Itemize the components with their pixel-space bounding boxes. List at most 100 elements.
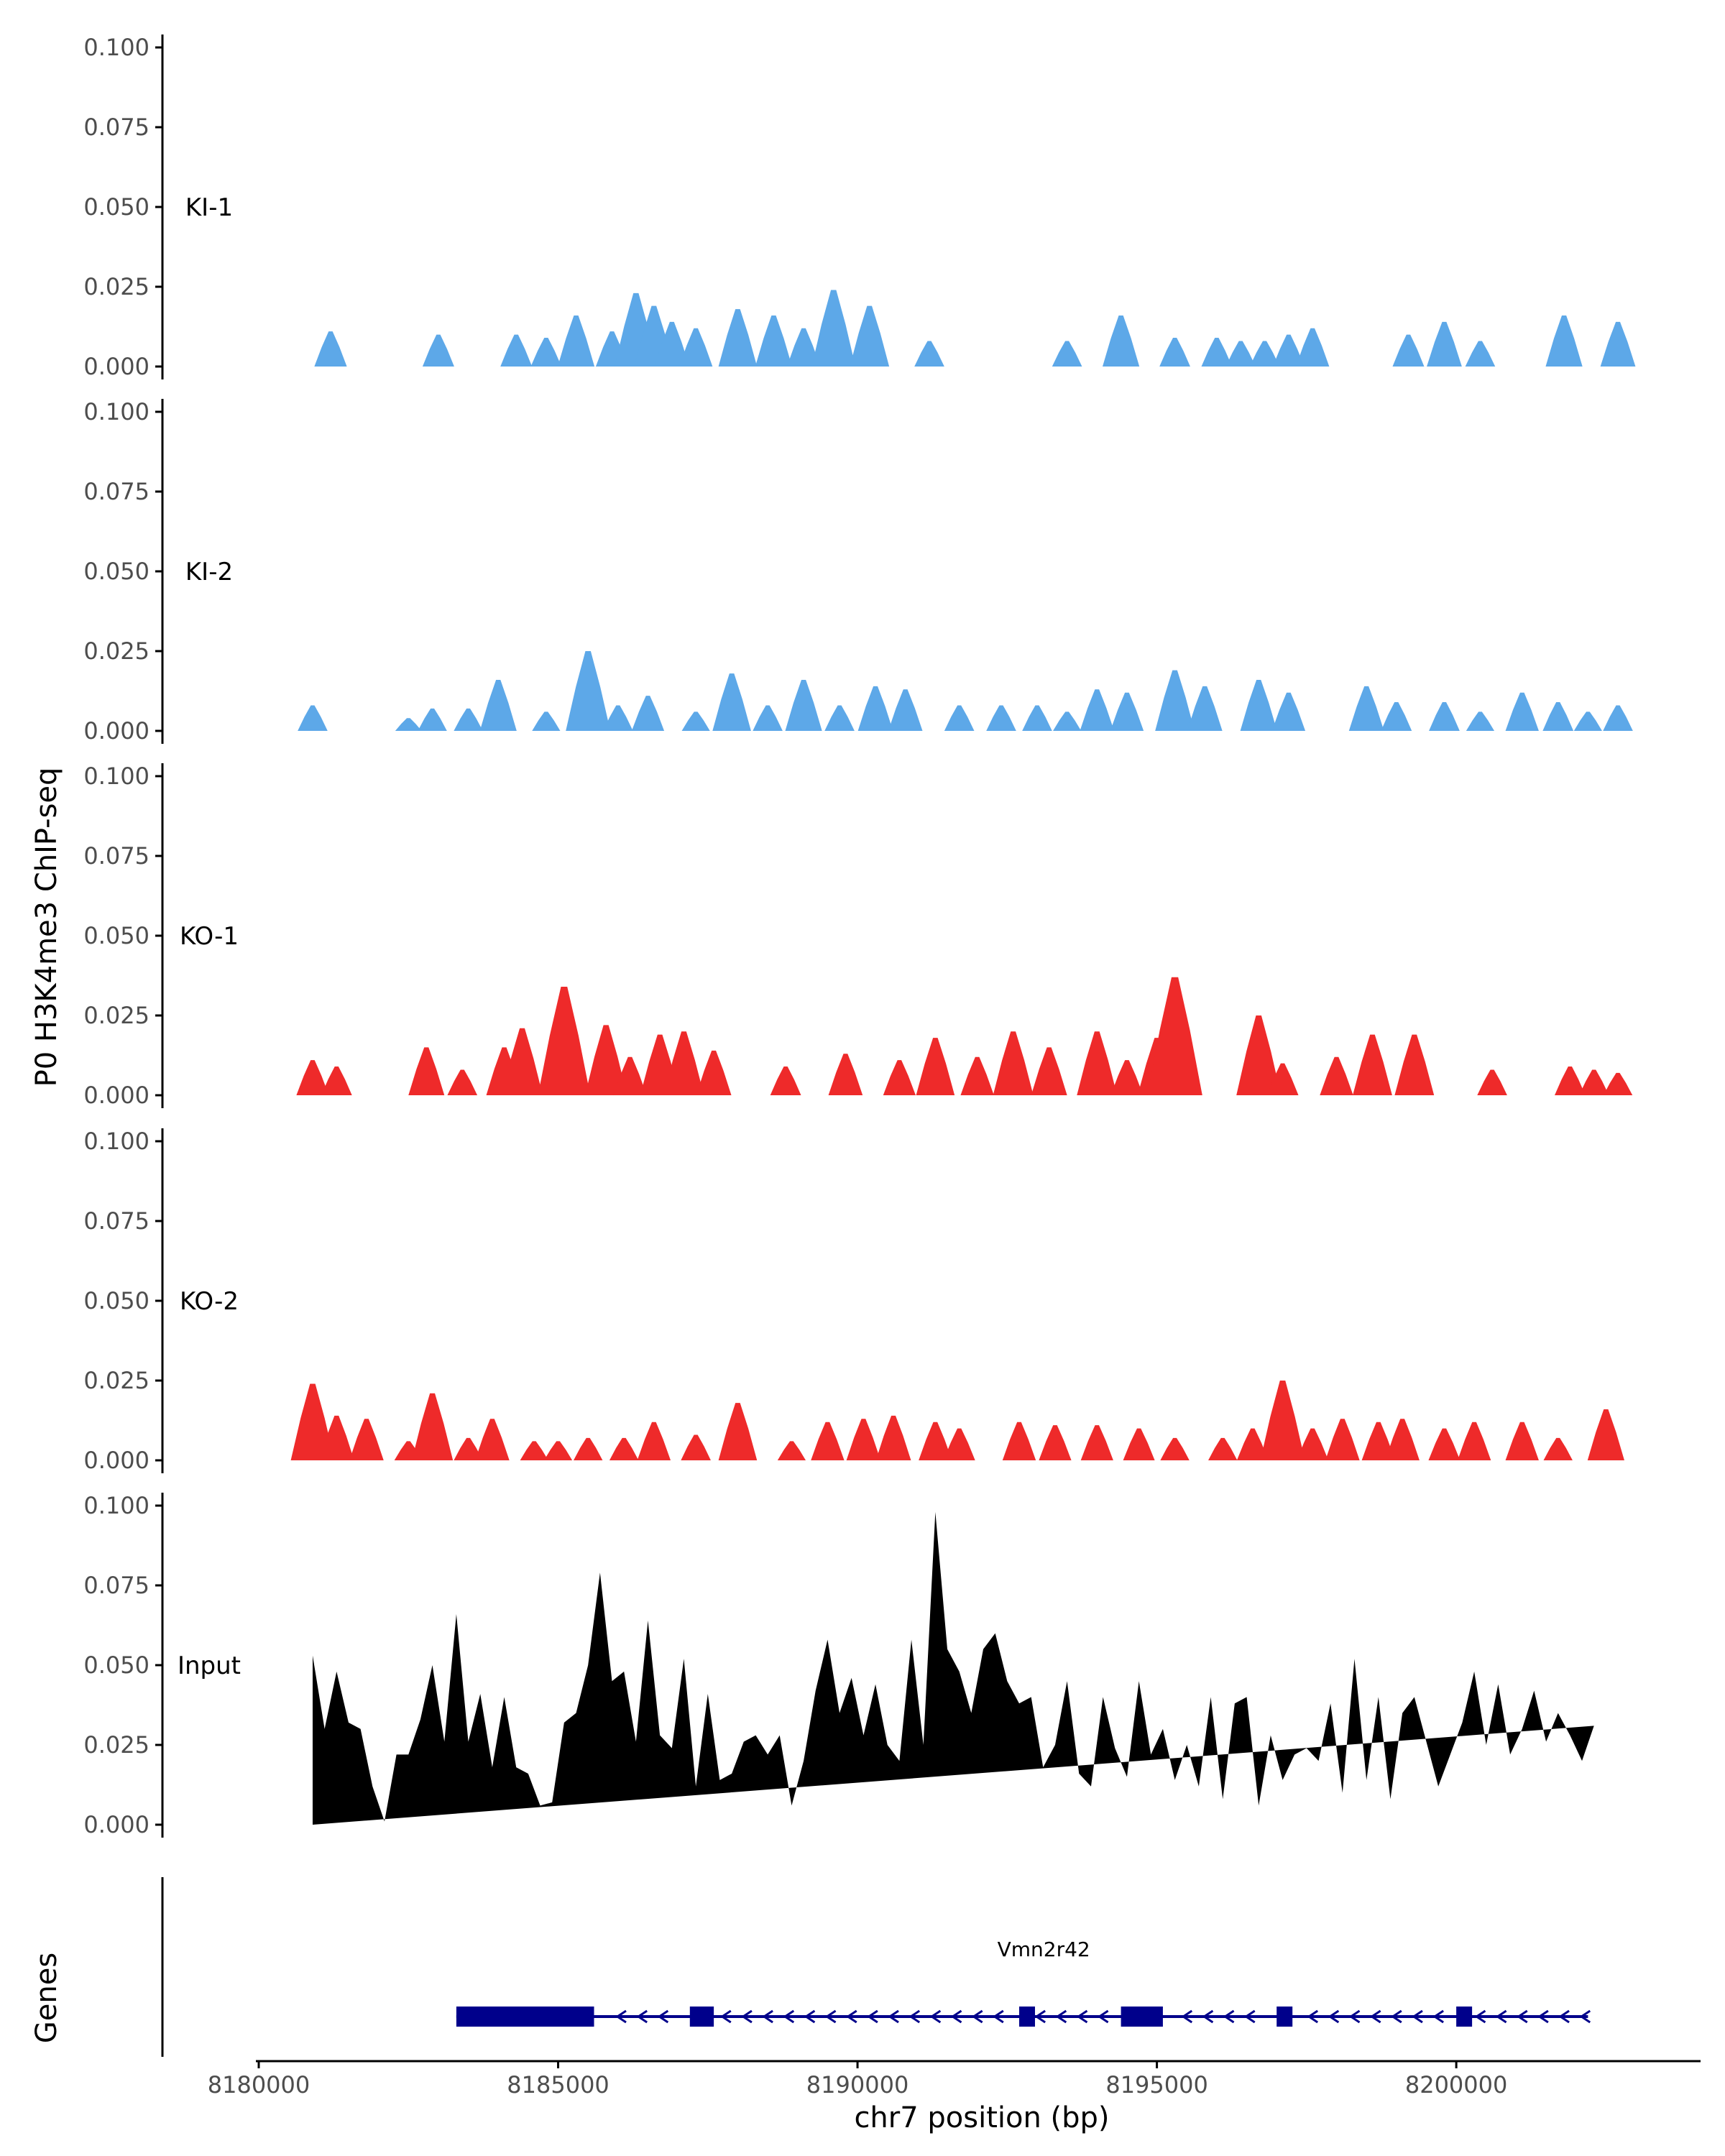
coverage-peak <box>1236 1015 1282 1095</box>
coverage-peak <box>1077 1031 1118 1095</box>
coverage-peak <box>1505 1422 1539 1460</box>
coverage-peak <box>943 1428 975 1460</box>
coverage-peak <box>1603 1072 1633 1095</box>
coverage-peak <box>1147 977 1202 1095</box>
coverage-peak <box>500 334 533 367</box>
coverage-peak <box>1465 341 1496 367</box>
strand-arrow-icon <box>720 2009 732 2024</box>
track-label: Input <box>178 1651 241 1680</box>
y-tick-label: 0.025 <box>83 1367 150 1394</box>
strand-arrow-icon <box>824 2009 837 2024</box>
y-tick-label: 0.075 <box>83 1207 150 1235</box>
x-axis: 8180000 8185000 8190000 8195000 8200000 <box>208 2060 1701 2099</box>
track-label: KO-2 <box>180 1287 239 1316</box>
strand-arrow-icon <box>1474 2009 1486 2024</box>
coverage-peak <box>696 1050 732 1095</box>
y-tick-label: 0.025 <box>83 1002 150 1029</box>
y-tick-label: 0.100 <box>83 398 150 425</box>
coverage-peak <box>888 689 923 731</box>
strand-arrow-icon <box>846 2009 857 2024</box>
strand-arrow-icon <box>1076 2009 1088 2024</box>
coverage-peak <box>1573 711 1602 731</box>
coverage-peak <box>609 1437 639 1460</box>
coverage-peak <box>663 1031 704 1095</box>
coverage-peak <box>919 1422 952 1460</box>
coverage-peak <box>1260 1381 1305 1460</box>
coverage-peak <box>566 651 611 731</box>
coverage-peak <box>1392 334 1425 367</box>
coverage-peak <box>349 1419 384 1460</box>
coverage-peak <box>314 331 347 367</box>
coverage-peak <box>584 1025 627 1095</box>
coverage-peak <box>944 705 975 731</box>
strand-arrow-icon <box>1369 2009 1381 2024</box>
coverage-peak <box>1272 334 1305 367</box>
coverage-peak <box>1249 341 1280 367</box>
coverage-peak <box>1361 1422 1396 1460</box>
coverage-peak <box>1103 315 1140 367</box>
strand-arrow-icon <box>657 2009 669 2024</box>
coverage-peak <box>1295 328 1330 367</box>
coverage-peak <box>824 705 855 731</box>
coverage-peak <box>1201 338 1233 367</box>
coverage-peak <box>712 673 751 731</box>
gene-exon <box>1121 2007 1163 2027</box>
coverage-peak <box>1457 1422 1491 1460</box>
coverage-peak <box>1353 1034 1392 1095</box>
coverage-peak <box>1053 711 1082 731</box>
coverage-peak <box>408 1047 445 1095</box>
coverage-peak <box>777 1441 806 1460</box>
coverage-peak <box>1320 1056 1353 1095</box>
x-tick-label: 8200000 <box>1405 2071 1508 2099</box>
coverage-peak <box>914 341 944 367</box>
coverage-peak <box>1427 321 1462 367</box>
strand-arrow-icon <box>1181 2009 1193 2024</box>
strand-arrow-icon <box>1307 2009 1319 2024</box>
genes-axis-label: Genes <box>30 1953 63 2043</box>
coverage-peak <box>543 1441 573 1460</box>
coverage-peak <box>603 705 633 731</box>
coverage-peak <box>678 328 713 367</box>
coverage-peak <box>1236 1428 1269 1460</box>
coverage-peak <box>418 708 447 731</box>
y-tick-label: 0.100 <box>83 1128 150 1155</box>
coverage-peak <box>637 1422 671 1460</box>
coverage-peak <box>557 315 595 367</box>
y-tick-label: 0.100 <box>83 763 150 790</box>
coverage-peak <box>1325 1419 1360 1460</box>
coverage-peak <box>1110 1060 1144 1095</box>
strand-arrow-icon <box>1517 2009 1528 2024</box>
coverage-peak <box>828 1054 863 1095</box>
track-panel-ko-2: 0.000 0.025 0.050 0.075 0.100 KO-2 <box>83 1128 1624 1474</box>
coverage-peak <box>1240 679 1277 731</box>
coverage-peak <box>986 705 1016 731</box>
coverage-peak <box>520 1441 548 1460</box>
x-tick-label: 8185000 <box>507 2071 610 2099</box>
y-tick-label: 0.050 <box>83 1287 150 1314</box>
coverage-peak <box>811 1422 845 1460</box>
x-tick-label: 8180000 <box>208 2071 310 2099</box>
track-label: KI-2 <box>185 558 233 586</box>
y-tick-label: 0.025 <box>83 637 150 665</box>
coverage-peak <box>422 334 454 367</box>
coverage-peak <box>785 679 822 731</box>
strand-arrow-icon <box>1223 2009 1235 2024</box>
gene-exon <box>1456 2007 1473 2027</box>
y-tick-label: 0.050 <box>83 1651 150 1679</box>
coverage-peak <box>654 321 690 367</box>
strand-arrow-icon <box>762 2009 773 2024</box>
coverage-peak <box>1052 341 1082 367</box>
coverage-peak <box>857 686 893 731</box>
x-axis-label: chr7 position (bp) <box>854 2101 1109 2134</box>
coverage-peak <box>1542 702 1574 731</box>
coverage-peak <box>1385 1419 1420 1460</box>
coverage-peak <box>875 1415 911 1460</box>
coverage-peak <box>1160 1437 1190 1460</box>
coverage-peak <box>1002 1422 1036 1460</box>
coverage-peak <box>1208 1437 1238 1460</box>
y-tick-label: 0.000 <box>83 1447 150 1474</box>
coverage-peak <box>1271 692 1306 731</box>
coverage-peak <box>613 1056 647 1095</box>
coverage-peak <box>530 338 562 367</box>
